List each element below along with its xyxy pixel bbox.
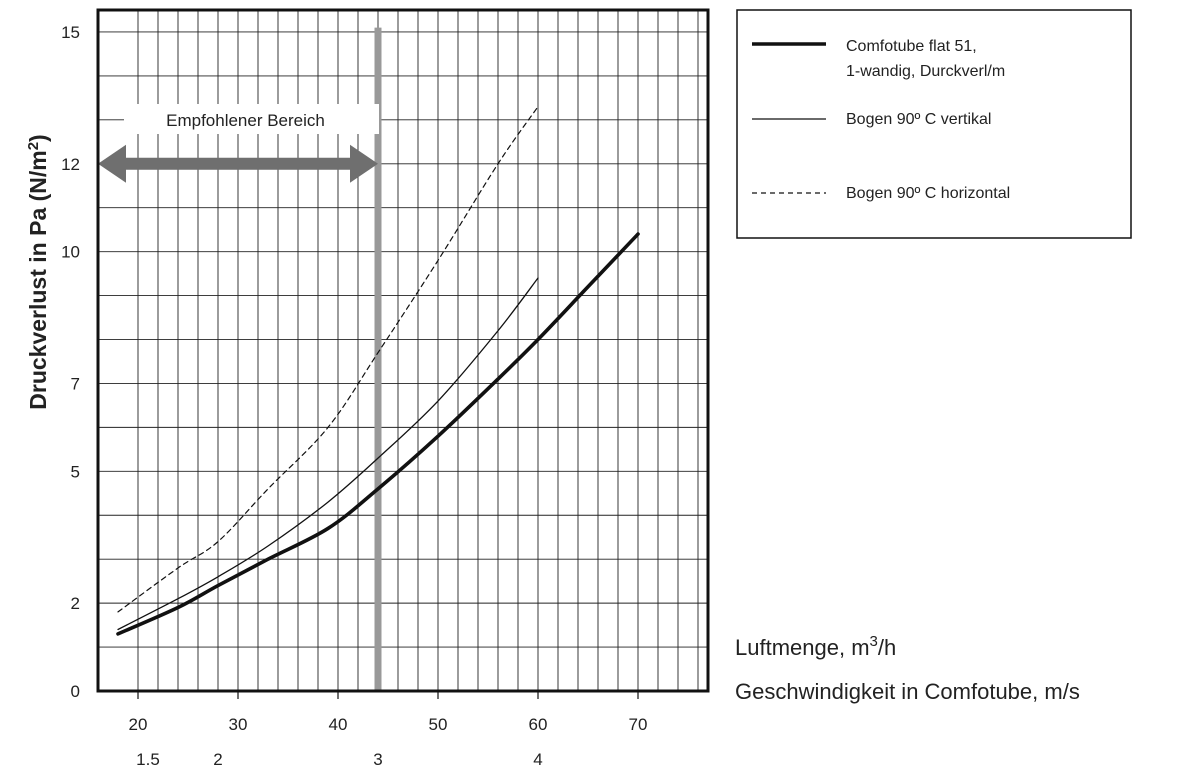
series-line-2 [117, 277, 539, 631]
x-tick-label: 20 [129, 715, 148, 734]
x-axis-title-sup: 3 [870, 633, 878, 650]
y-axis-title-sup: 2 [25, 142, 42, 150]
y-tick-label: 0 [71, 682, 80, 701]
plot-frame [96, 8, 710, 693]
y-tick-label: 12 [61, 155, 80, 174]
range-label: Empfohlener Bereich [166, 111, 325, 130]
x-axis-title-tail: /h [878, 635, 896, 660]
legend-label-1-line2: 1-wandig, Durckverl/m [846, 63, 1005, 80]
x2-tick-label: 3 [373, 750, 382, 769]
y-tick-label: 7 [71, 374, 80, 393]
legend-box [736, 9, 1132, 239]
y-axis-title: Druckverlust in Pa (N/m2) [25, 134, 51, 409]
x-tick-label: 60 [529, 715, 548, 734]
series-lines [116, 106, 640, 636]
y-axis-title-main: Druckverlust in Pa (N/m [25, 150, 51, 409]
range-label-box [124, 104, 379, 134]
tick-labels: 0 2 5 7 10 12 15 20 30 40 50 60 70 1.5 2 3 4 [61, 23, 647, 769]
y-tick-label: 2 [71, 594, 80, 613]
x2-tick-label: 2 [213, 750, 222, 769]
legend-label-2: Bogen 90º C vertikal [846, 111, 991, 128]
x2-tick-label: 1.5 [136, 750, 160, 769]
legend-label-1-line1: Comfotube flat 51, [846, 38, 977, 55]
series-line-1 [116, 232, 640, 636]
x-tick-label: 40 [329, 715, 348, 734]
x-axis-title: Luftmenge, m3/h [735, 633, 896, 660]
x2-tick-label: 4 [533, 750, 542, 769]
legend: Comfotube flat 51, 1-wandig, Durckverl/m… [736, 9, 1132, 239]
recommended-range: Empfohlener Bereich [98, 27, 382, 691]
x2-axis-title: Geschwindigkeit in Comfotube, m/s [735, 679, 1080, 704]
y-tick-label: 5 [71, 462, 80, 481]
x-tick-label: 50 [429, 715, 448, 734]
y-axis-title-close: ) [25, 134, 51, 142]
x-axis-title-main: Luftmenge, m [735, 635, 870, 660]
x-tick-label: 70 [629, 715, 648, 734]
series-line-3 [117, 106, 539, 613]
x-tick-label: 30 [229, 715, 248, 734]
y-tick-label: 10 [61, 243, 80, 262]
range-arrow [98, 144, 378, 183]
y-tick-label: 15 [61, 23, 80, 42]
legend-label-3: Bogen 90º C horizontal [846, 185, 1010, 202]
